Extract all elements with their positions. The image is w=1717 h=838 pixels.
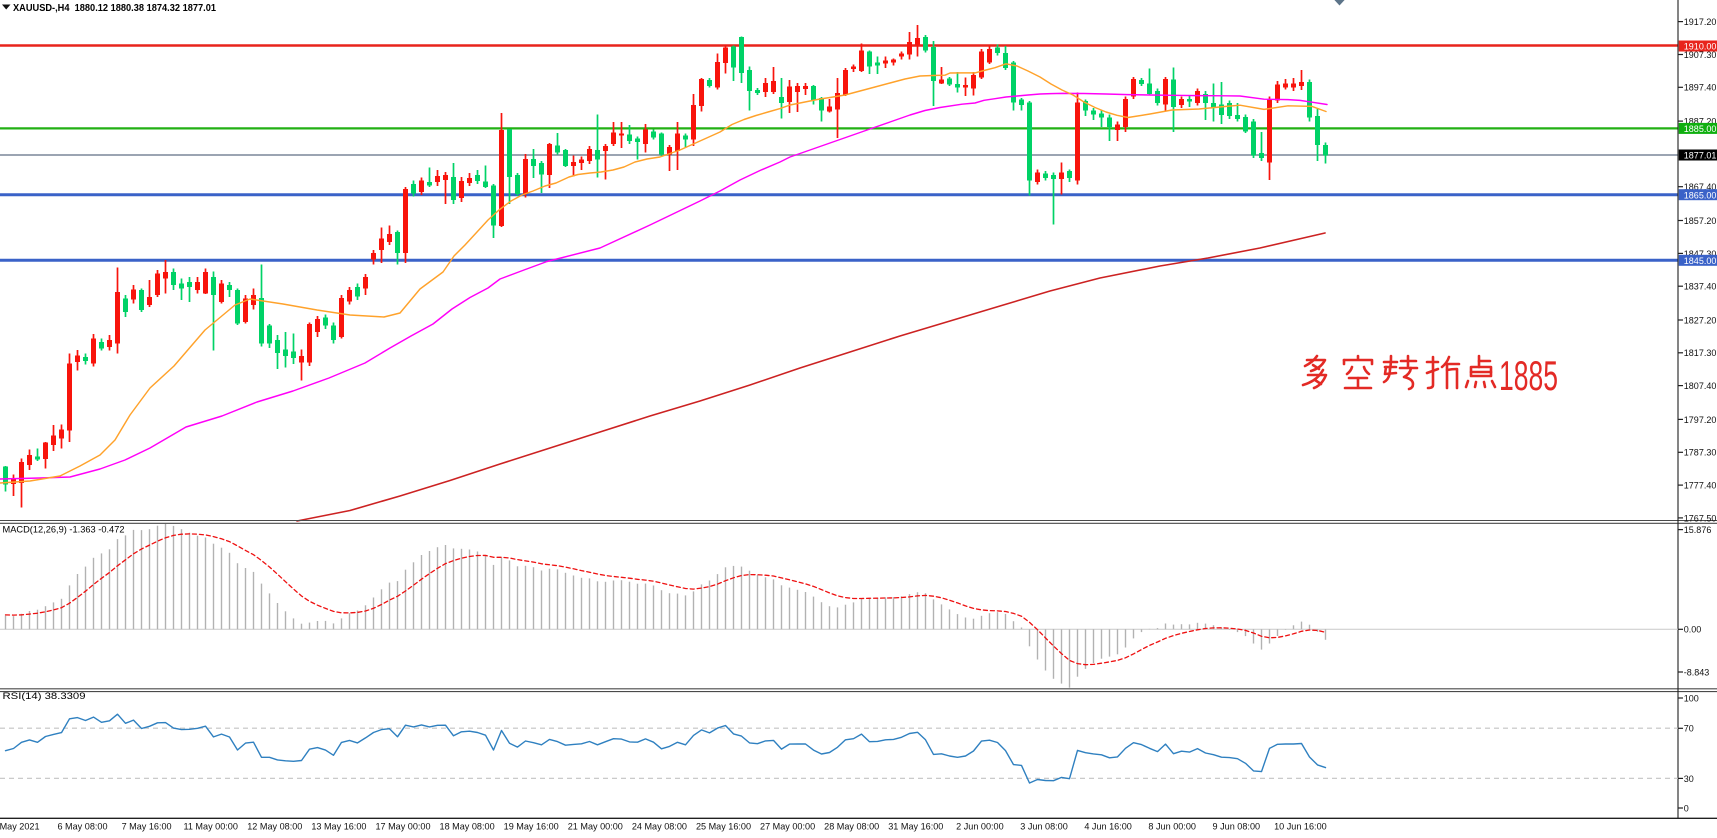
- svg-text:1767.50: 1767.50: [1684, 513, 1717, 523]
- svg-text:8 Jun 00:00: 8 Jun 00:00: [1148, 822, 1196, 832]
- svg-text:11 May 00:00: 11 May 00:00: [183, 822, 237, 832]
- svg-text:1845.00: 1845.00: [1684, 256, 1717, 266]
- svg-text:1887.20: 1887.20: [1684, 117, 1717, 127]
- svg-text:30: 30: [1684, 774, 1694, 784]
- svg-text:2 Jun 00:00: 2 Jun 00:00: [956, 822, 1004, 832]
- svg-text:MACD(12,26,9) -1.363 -0.472: MACD(12,26,9) -1.363 -0.472: [3, 525, 125, 536]
- svg-text:1857.20: 1857.20: [1684, 216, 1717, 226]
- svg-text:RSI(14) 38.3309: RSI(14) 38.3309: [3, 691, 86, 702]
- svg-text:1885: 1885: [1499, 352, 1558, 399]
- svg-text:1865.00: 1865.00: [1684, 190, 1717, 200]
- svg-text:1877.01: 1877.01: [1684, 151, 1717, 161]
- svg-text:1807.40: 1807.40: [1684, 381, 1717, 391]
- svg-text:9 Jun 08:00: 9 Jun 08:00: [1213, 822, 1261, 832]
- svg-text:13 May 16:00: 13 May 16:00: [311, 822, 366, 832]
- svg-text:15.876: 15.876: [1684, 525, 1712, 535]
- svg-text:7 May 16:00: 7 May 16:00: [122, 822, 172, 832]
- svg-text:18 May 08:00: 18 May 08:00: [440, 822, 495, 832]
- svg-text:1885.00: 1885.00: [1684, 124, 1717, 134]
- svg-text:0: 0: [1684, 803, 1689, 813]
- svg-text:70: 70: [1684, 724, 1694, 734]
- svg-text:1777.40: 1777.40: [1684, 481, 1717, 491]
- svg-text:1907.30: 1907.30: [1684, 50, 1717, 60]
- svg-text:0.00: 0.00: [1684, 625, 1702, 635]
- svg-text:5 May 2021: 5 May 2021: [0, 822, 40, 832]
- svg-text:1910.00: 1910.00: [1684, 42, 1717, 52]
- svg-text:6 May 08:00: 6 May 08:00: [57, 822, 107, 832]
- svg-text:12 May 08:00: 12 May 08:00: [247, 822, 302, 832]
- svg-text:1827.20: 1827.20: [1684, 315, 1717, 325]
- svg-text:21 May 00:00: 21 May 00:00: [568, 822, 623, 832]
- svg-text:27 May 00:00: 27 May 00:00: [760, 822, 815, 832]
- svg-text:24 May 08:00: 24 May 08:00: [632, 822, 687, 832]
- svg-text:100: 100: [1684, 693, 1699, 703]
- svg-text:1917.20: 1917.20: [1684, 17, 1717, 27]
- svg-text:1847.30: 1847.30: [1684, 249, 1717, 259]
- svg-text:-8.843: -8.843: [1684, 667, 1710, 677]
- svg-text:25 May 16:00: 25 May 16:00: [696, 822, 751, 832]
- svg-text:17 May 00:00: 17 May 00:00: [375, 822, 430, 832]
- svg-text:1837.40: 1837.40: [1684, 282, 1717, 292]
- svg-text:28 May 08:00: 28 May 08:00: [824, 822, 879, 832]
- svg-text:1897.40: 1897.40: [1684, 83, 1717, 93]
- svg-text:31 May 16:00: 31 May 16:00: [888, 822, 943, 832]
- svg-text:1797.20: 1797.20: [1684, 415, 1717, 425]
- svg-text:3 Jun 08:00: 3 Jun 08:00: [1020, 822, 1068, 832]
- svg-text:19 May 16:00: 19 May 16:00: [504, 822, 559, 832]
- svg-text:1817.30: 1817.30: [1684, 348, 1717, 358]
- svg-text:4 Jun 16:00: 4 Jun 16:00: [1084, 822, 1132, 832]
- svg-text:1787.30: 1787.30: [1684, 448, 1717, 458]
- svg-text:XAUUSD-,H4 1880.12 1880.38 18: XAUUSD-,H4 1880.12 1880.38 1874.32 1877.…: [13, 2, 216, 14]
- svg-text:10 Jun 16:00: 10 Jun 16:00: [1274, 822, 1327, 832]
- svg-text:1867.40: 1867.40: [1684, 182, 1717, 192]
